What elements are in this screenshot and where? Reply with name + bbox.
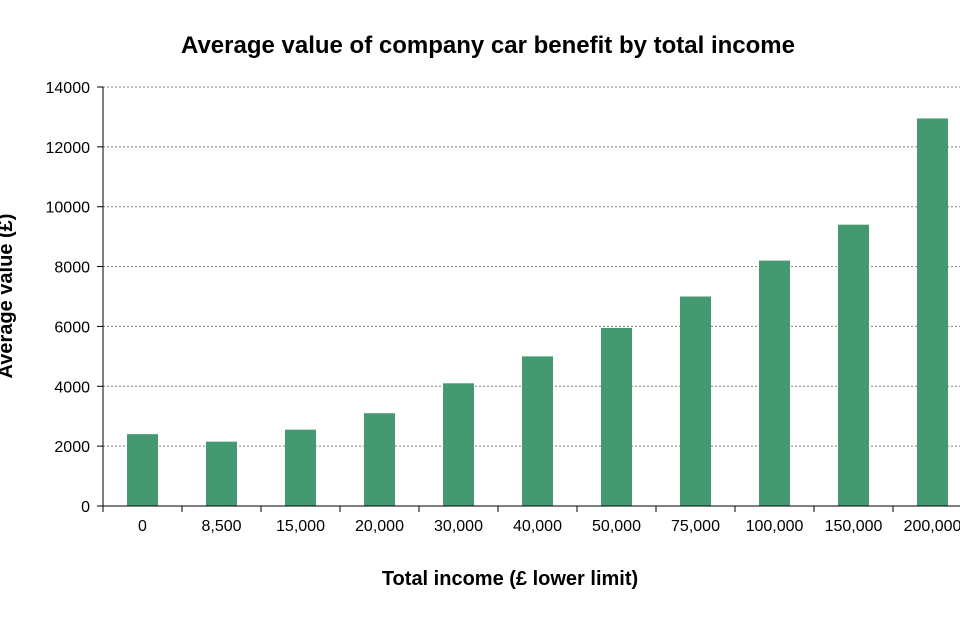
x-tick-label: 75,000 bbox=[671, 518, 720, 535]
chart-title: Average value of company car benefit by … bbox=[181, 32, 795, 59]
y-tick-labels: 0 2000 4000 6000 8000 10000 12000 14000 bbox=[46, 80, 91, 516]
x-tick-label: 30,000 bbox=[434, 518, 483, 535]
axes bbox=[97, 86, 960, 512]
y-axis-title: Average value (£) bbox=[0, 214, 17, 379]
x-axis-title: Total income (£ lower limit) bbox=[382, 568, 638, 590]
bar bbox=[838, 224, 869, 506]
bar bbox=[601, 327, 632, 506]
bar bbox=[522, 356, 553, 506]
bar bbox=[680, 296, 711, 506]
bar bbox=[206, 441, 237, 506]
x-tick-label: 100,000 bbox=[746, 518, 804, 535]
bar bbox=[364, 413, 395, 506]
x-tick-label: 50,000 bbox=[592, 518, 641, 535]
y-tick-label: 12000 bbox=[46, 140, 91, 157]
bar bbox=[127, 434, 158, 506]
bar bbox=[285, 429, 316, 506]
y-tick-label: 8000 bbox=[54, 260, 90, 277]
bars bbox=[127, 118, 948, 507]
x-tick-label: 8,500 bbox=[201, 518, 241, 535]
x-tick-label: 200,000 bbox=[904, 518, 960, 535]
x-tick-label: 15,000 bbox=[276, 518, 325, 535]
x-tick-label: 40,000 bbox=[513, 518, 562, 535]
bar bbox=[759, 260, 790, 506]
x-tick-label: 20,000 bbox=[355, 518, 404, 535]
bar bbox=[917, 118, 948, 507]
y-tick-label: 14000 bbox=[46, 80, 91, 97]
y-tick-label: 2000 bbox=[54, 439, 90, 456]
y-tick-label: 0 bbox=[81, 499, 90, 516]
y-tick-label: 4000 bbox=[54, 379, 90, 396]
x-tick-labels: 0 8,500 15,000 20,000 30,000 40,000 50,000 75,0… bbox=[138, 518, 960, 535]
y-tick-label: 6000 bbox=[54, 319, 90, 336]
y-tick-label: 10000 bbox=[46, 200, 91, 217]
bar bbox=[443, 383, 474, 506]
x-tick-label: 0 bbox=[138, 518, 147, 535]
x-tick-label: 150,000 bbox=[825, 518, 883, 535]
